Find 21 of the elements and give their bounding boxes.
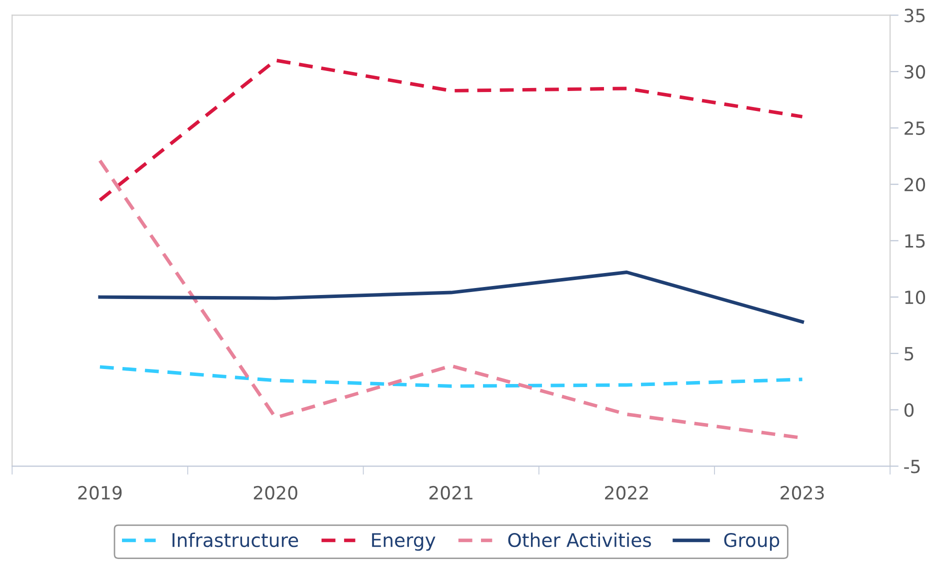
y-tick-label: 0 [904, 403, 914, 417]
x-tick-label: 2023 [780, 486, 824, 500]
line-series [98, 58, 804, 202]
y-tick-label: 30 [904, 65, 926, 79]
y-tick-label: 35 [904, 8, 925, 22]
y-tick-label: 15 [905, 234, 925, 248]
legend-label: Infrastructure [172, 532, 298, 548]
x-tick-label: 2022 [605, 486, 648, 500]
line-series [98, 270, 804, 324]
x-tick-label: 2021 [429, 486, 472, 500]
line-series [98, 365, 804, 388]
y-tick-label: 25 [904, 121, 925, 136]
y-tick-label: -5 [904, 460, 920, 474]
y-tick-label: 20 [904, 178, 926, 192]
y-tick-label: 10 [905, 290, 926, 304]
x-tick-label: 2020 [254, 486, 298, 500]
legend-label: Other Activities [508, 532, 651, 548]
legend-label: Group [724, 532, 780, 551]
x-tick-label: 2019 [78, 486, 122, 500]
y-tick-label: 5 [904, 347, 914, 361]
legend-label: Energy [372, 533, 436, 551]
